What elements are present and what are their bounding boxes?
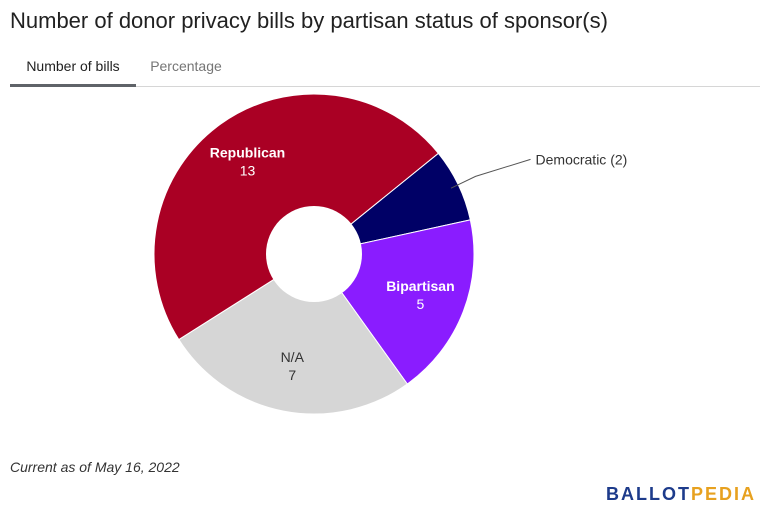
logo-part-ballot: BALLOT	[606, 484, 691, 504]
ballotpedia-logo: BALLOTPEDIA	[606, 484, 756, 505]
leader-line-democratic	[450, 158, 531, 189]
donut-chart: Democratic (2) Bipartisan 5 N/A 7 Republican 1…	[153, 93, 628, 415]
logo-part-pedia: PEDIA	[690, 484, 756, 504]
value-bipartisan: 5	[417, 296, 425, 312]
label-n-a: N/A	[281, 349, 305, 365]
chart-title: Number of donor privacy bills by partisa…	[10, 8, 608, 33]
view-tabs: Number of bills Percentage	[10, 54, 760, 87]
tab-percentage[interactable]: Percentage	[150, 58, 222, 74]
value-republican: 13	[240, 162, 256, 178]
label-republican: Republican	[210, 144, 285, 160]
slice-n-a[interactable]	[178, 253, 408, 415]
label-bipartisan: Bipartisan	[386, 278, 454, 294]
update-note: Current as of May 16, 2022	[10, 459, 180, 475]
tab-number-of-bills[interactable]: Number of bills	[10, 54, 136, 87]
donut-hole	[266, 206, 362, 302]
value-n-a: 7	[288, 367, 296, 383]
label-democratic: Democratic (2)	[536, 151, 628, 167]
